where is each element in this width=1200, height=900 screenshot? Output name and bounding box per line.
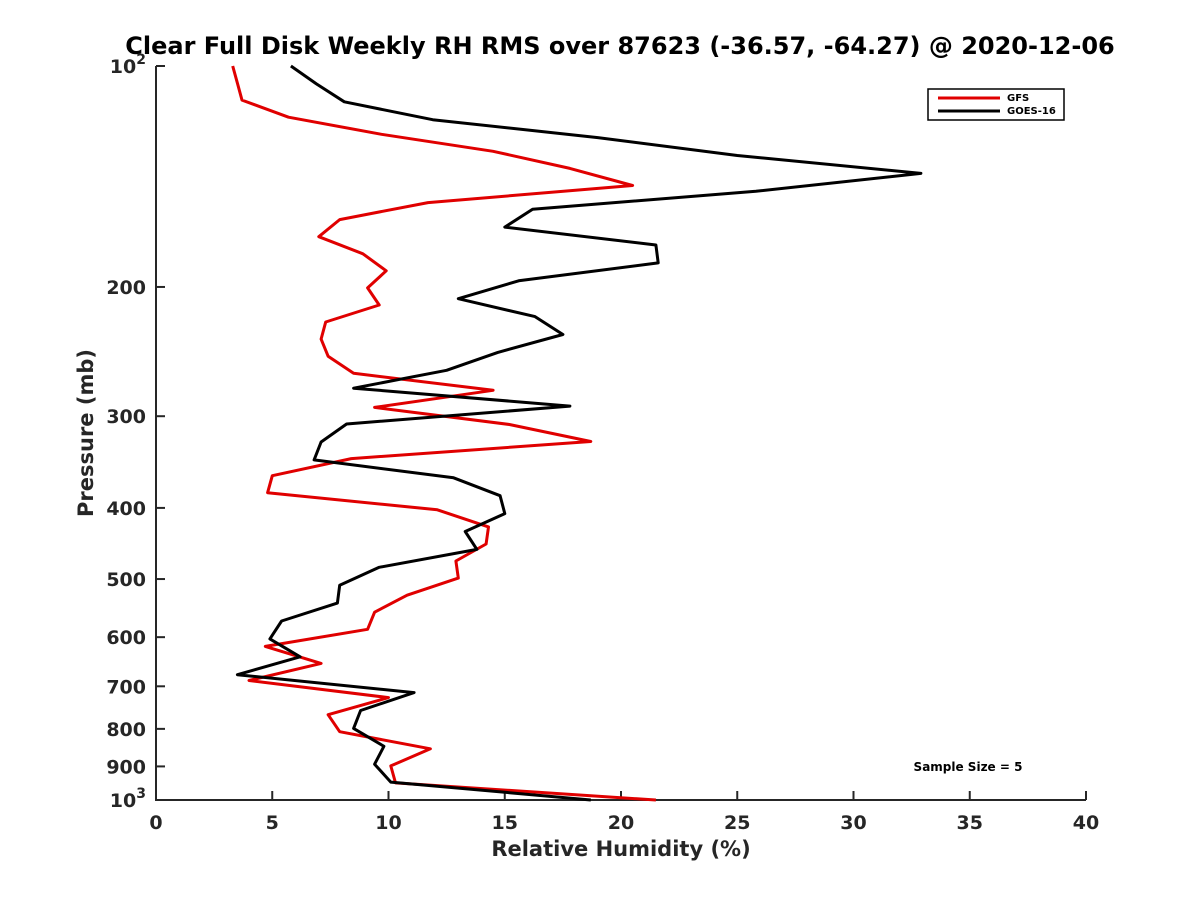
y-tick-label-400: 400: [106, 498, 146, 520]
legend-label-goes16: GOES-16: [1007, 106, 1056, 117]
y-ticks: 102 200 300 400 500 600 700 800 900 103: [106, 52, 165, 812]
y-tick-label-200: 200: [106, 277, 146, 299]
y-tick-label-900: 900: [106, 756, 146, 778]
legend: GFS GOES-16: [927, 88, 1065, 121]
legend-box: [927, 88, 1065, 121]
x-tick-label-0: 0: [149, 812, 162, 834]
series-line-gfs: [231, 65, 656, 802]
y-tick-label-100: 102: [110, 52, 146, 78]
series-layer: [231, 64, 923, 802]
x-tick-label-35: 35: [957, 812, 983, 834]
y-axis-label: Pressure (mb): [74, 349, 98, 517]
legend-label-gfs: GFS: [1007, 93, 1029, 104]
plot-axes: [155, 66, 1086, 801]
chart-title: Clear Full Disk Weekly RH RMS over 87623…: [125, 32, 1114, 60]
x-tick-label-20: 20: [608, 812, 634, 834]
x-tick-label-30: 30: [840, 812, 866, 834]
x-tick-label-40: 40: [1073, 812, 1099, 834]
x-tick-label-25: 25: [724, 812, 750, 834]
x-ticks: 0 5 10 15 20 25 30 35 40: [149, 791, 1099, 834]
x-tick-label-10: 10: [375, 812, 401, 834]
y-tick-label-700: 700: [106, 676, 146, 698]
y-tick-label-300: 300: [106, 406, 146, 428]
y-tick-label-600: 600: [106, 627, 146, 649]
y-tick-label-1000: 103: [110, 786, 146, 812]
x-axis-label: Relative Humidity (%): [491, 837, 750, 861]
sample-size-annotation: Sample Size = 5: [914, 760, 1023, 774]
series-line-goes16: [235, 64, 923, 802]
x-tick-label-15: 15: [492, 812, 518, 834]
y-tick-label-500: 500: [106, 569, 146, 591]
x-tick-label-5: 5: [266, 812, 279, 834]
y-tick-label-800: 800: [106, 719, 146, 741]
